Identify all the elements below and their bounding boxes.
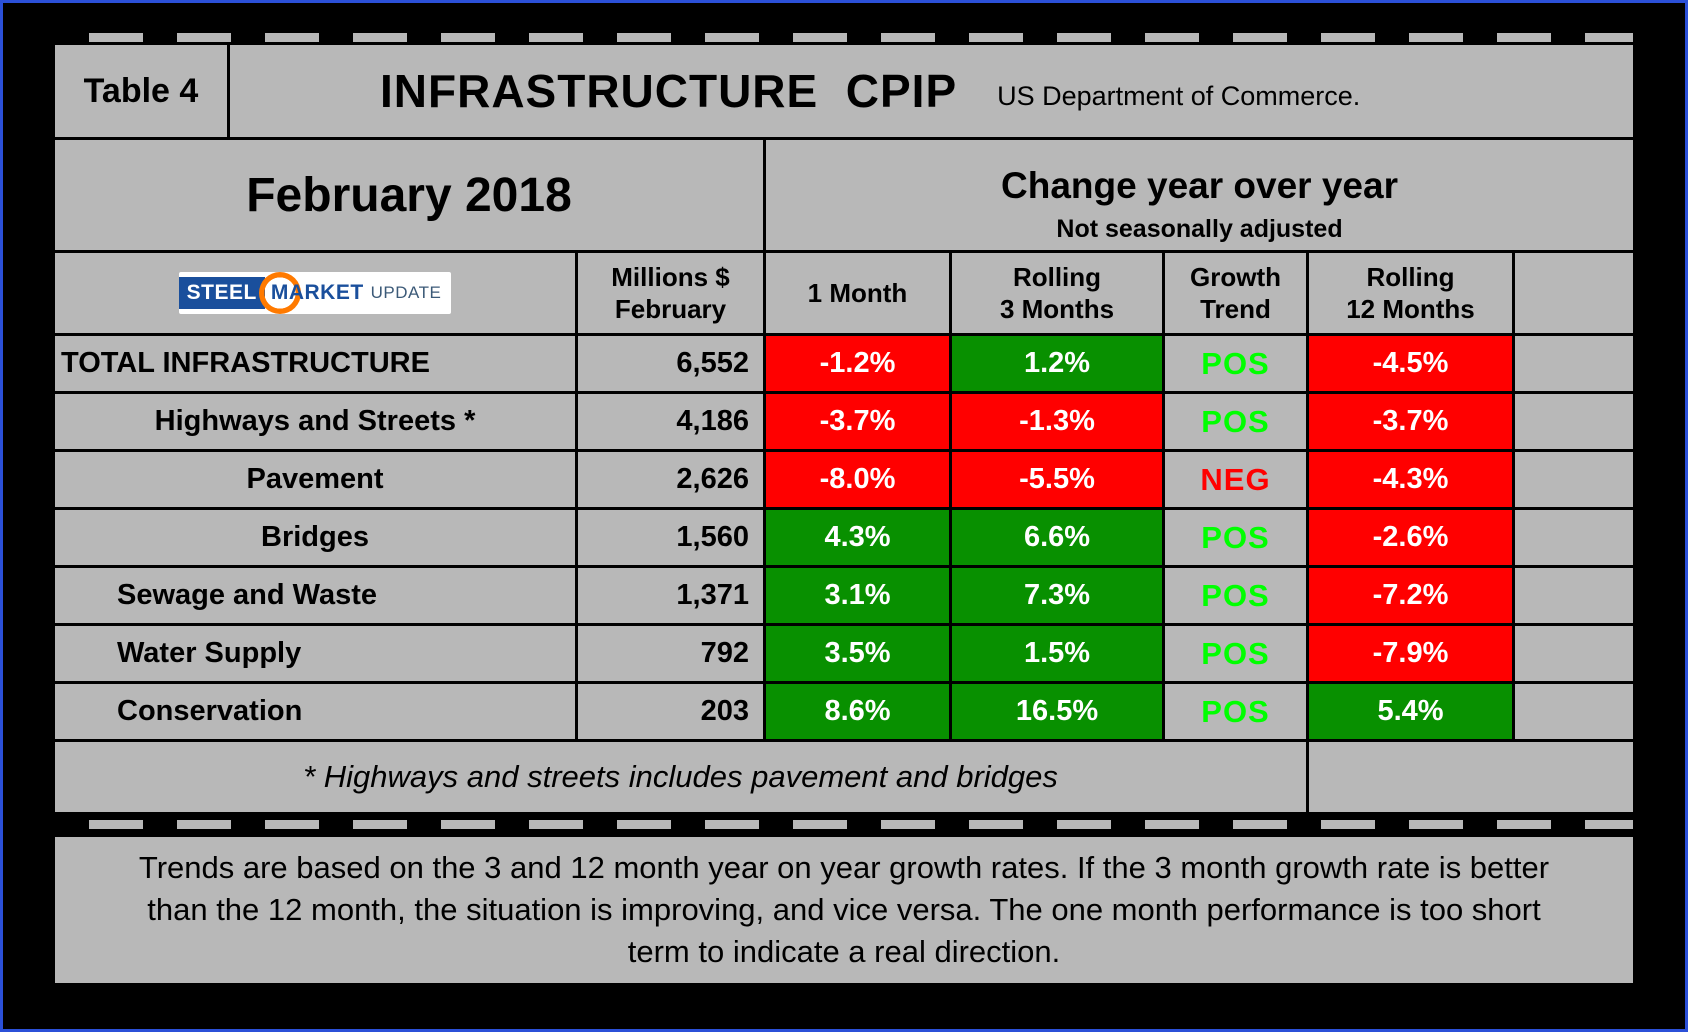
header-filler xyxy=(1515,253,1633,333)
header-rolling-12-months: Rolling 12 Months xyxy=(1309,253,1512,333)
table-row: TOTAL INFRASTRUCTURE 6,552 -1.2% 1.2% PO… xyxy=(55,336,1633,391)
row-rolling-12-months: -7.9% xyxy=(1309,626,1512,681)
title-cell: INFRASTRUCTURE CPIP US Department of Com… xyxy=(230,45,1633,137)
row-growth-trend: POS xyxy=(1165,684,1306,739)
row-rolling-12-months: -7.2% xyxy=(1309,568,1512,623)
row-rolling-12-months: -4.3% xyxy=(1309,452,1512,507)
row-rolling-3-months: 1.5% xyxy=(952,626,1162,681)
row-growth-trend: POS xyxy=(1165,336,1306,391)
row-rolling-3-months: 1.2% xyxy=(952,336,1162,391)
row-category: Highways and Streets * xyxy=(55,394,575,449)
row-filler xyxy=(1515,452,1633,507)
change-header-cell: Change year over year Not seasonally adj… xyxy=(766,140,1633,250)
logo-steel-text: STEEL xyxy=(178,277,265,309)
top-tick-strip xyxy=(55,33,1633,42)
row-rolling-12-months: -3.7% xyxy=(1309,394,1512,449)
row-rolling-12-months: -4.5% xyxy=(1309,336,1512,391)
row-one-month: 3.5% xyxy=(766,626,949,681)
steel-market-update-logo: STEEL MARKET UPDATE xyxy=(178,272,452,314)
period-band: February 2018 Change year over year Not … xyxy=(55,140,1633,250)
row-one-month: 4.3% xyxy=(766,510,949,565)
table-number-label: Table 4 xyxy=(83,71,199,110)
table-number-cell: Table 4 xyxy=(55,45,227,137)
bottom-tick-strip xyxy=(55,820,1633,829)
row-category: Sewage and Waste xyxy=(55,568,575,623)
footnote-band: * Highways and streets includes pavement… xyxy=(55,742,1633,812)
row-rolling-3-months: -5.5% xyxy=(952,452,1162,507)
row-category: Conservation xyxy=(55,684,575,739)
row-rolling-3-months: 6.6% xyxy=(952,510,1162,565)
row-filler xyxy=(1515,394,1633,449)
title-band: Table 4 INFRASTRUCTURE CPIP US Departmen… xyxy=(55,45,1633,137)
table-row: Bridges 1,560 4.3% 6.6% POS -2.6% xyxy=(55,510,1633,565)
logo-cell: STEEL MARKET UPDATE xyxy=(55,253,575,333)
row-millions: 792 xyxy=(578,626,763,681)
page-title: INFRASTRUCTURE CPIP xyxy=(380,65,958,117)
header-millions: Millions $ February xyxy=(578,253,763,333)
row-rolling-12-months: 5.4% xyxy=(1309,684,1512,739)
row-one-month: -8.0% xyxy=(766,452,949,507)
row-category: Pavement xyxy=(55,452,575,507)
table-row: Sewage and Waste 1,371 3.1% 7.3% POS -7.… xyxy=(55,568,1633,623)
header-one-month: 1 Month xyxy=(766,253,949,333)
logo-update-text: UPDATE xyxy=(370,283,442,302)
row-filler xyxy=(1515,336,1633,391)
table-row: Pavement 2,626 -8.0% -5.5% NEG -4.3% xyxy=(55,452,1633,507)
row-filler xyxy=(1515,568,1633,623)
row-millions: 1,560 xyxy=(578,510,763,565)
header-rolling-3-months: Rolling 3 Months xyxy=(952,253,1162,333)
footnote-filler xyxy=(1309,742,1633,812)
row-category: TOTAL INFRASTRUCTURE xyxy=(55,336,575,391)
row-growth-trend: NEG xyxy=(1165,452,1306,507)
row-rolling-3-months: 7.3% xyxy=(952,568,1162,623)
table-row: Conservation 203 8.6% 16.5% POS 5.4% xyxy=(55,684,1633,739)
title-subtitle: US Department of Commerce. xyxy=(997,80,1361,111)
change-subheader: Not seasonally adjusted xyxy=(1056,215,1343,243)
row-filler xyxy=(1515,510,1633,565)
row-rolling-12-months: -2.6% xyxy=(1309,510,1512,565)
row-one-month: 8.6% xyxy=(766,684,949,739)
row-millions: 1,371 xyxy=(578,568,763,623)
row-growth-trend: POS xyxy=(1165,626,1306,681)
column-header-band: STEEL MARKET UPDATE Millions $ February … xyxy=(55,253,1633,333)
row-filler xyxy=(1515,626,1633,681)
period-cell: February 2018 xyxy=(55,140,763,250)
period-label: February 2018 xyxy=(246,168,572,222)
change-header: Change year over year xyxy=(1001,165,1398,206)
row-one-month: -3.7% xyxy=(766,394,949,449)
logo-market-text: MARKET xyxy=(258,272,364,314)
row-rolling-3-months: 16.5% xyxy=(952,684,1162,739)
header-growth-trend: Growth Trend xyxy=(1165,253,1306,333)
table-row: Highways and Streets * 4,186 -3.7% -1.3%… xyxy=(55,394,1633,449)
row-one-month: 3.1% xyxy=(766,568,949,623)
row-growth-trend: POS xyxy=(1165,394,1306,449)
row-millions: 203 xyxy=(578,684,763,739)
row-growth-trend: POS xyxy=(1165,568,1306,623)
row-growth-trend: POS xyxy=(1165,510,1306,565)
footnote-text: * Highways and streets includes pavement… xyxy=(55,742,1306,812)
row-rolling-3-months: -1.3% xyxy=(952,394,1162,449)
trend-explanation-note: Trends are based on the 3 and 12 month y… xyxy=(55,837,1633,983)
row-millions: 2,626 xyxy=(578,452,763,507)
row-category: Bridges xyxy=(55,510,575,565)
infrastructure-cpip-table: Table 4 INFRASTRUCTURE CPIP US Departmen… xyxy=(55,33,1633,983)
row-millions: 6,552 xyxy=(578,336,763,391)
table-row: Water Supply 792 3.5% 1.5% POS -7.9% xyxy=(55,626,1633,681)
row-category: Water Supply xyxy=(55,626,575,681)
row-one-month: -1.2% xyxy=(766,336,949,391)
row-millions: 4,186 xyxy=(578,394,763,449)
row-filler xyxy=(1515,684,1633,739)
